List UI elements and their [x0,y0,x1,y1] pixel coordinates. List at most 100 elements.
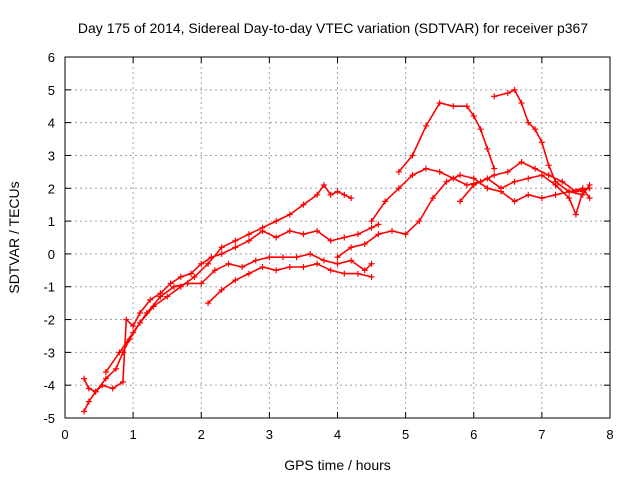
series-arc-7 [395,99,498,175]
data-point-marker [119,378,126,385]
data-point-marker [525,119,532,126]
data-point-marker [579,191,586,198]
series-arc-1 [81,181,355,415]
y-tick-label: 2 [48,181,55,196]
data-point-marker [382,198,389,205]
data-point-marker [423,165,430,172]
y-axis-label: SDTVAR / TECUs [6,181,22,293]
data-point-marker [457,198,464,205]
series-trace [397,102,496,173]
data-point-marker [402,231,409,238]
data-point-marker [484,175,491,182]
data-point-marker [130,323,137,330]
data-point-marker [566,188,573,195]
y-tick-label: 3 [48,148,55,163]
y-tick-label: -2 [43,313,55,328]
data-point-marker [314,260,321,267]
data-point-marker [286,264,293,271]
data-point-marker [457,172,464,179]
data-point-marker [538,195,545,202]
data-point-marker [354,270,361,277]
series-arc-5 [334,172,593,261]
data-point-marker [518,159,525,166]
data-point-marker [147,296,154,303]
data-point-marker [491,172,498,179]
data-point-marker [477,126,484,133]
data-point-marker [463,103,470,110]
y-tick-label: -5 [43,411,55,426]
y-tick-label: 0 [48,247,55,262]
data-point-marker [416,218,423,225]
data-point-marker [171,283,177,290]
data-point-marker [586,195,593,202]
data-point-marker [511,178,518,185]
x-tick-label: 5 [402,427,409,442]
data-series [81,86,593,415]
data-point-marker [191,273,198,280]
data-point-marker [232,277,239,284]
data-point-marker [225,260,232,267]
data-point-marker [280,254,286,261]
data-point-marker [273,234,280,241]
data-point-marker [470,113,477,120]
data-point-marker [484,185,491,192]
data-point-marker [177,273,184,280]
data-point-marker [143,309,150,316]
data-point-marker [205,300,212,307]
series-arc-3 [102,250,375,376]
data-point-marker [436,99,443,106]
x-tick-label: 4 [334,427,341,442]
data-point-marker [232,244,239,251]
data-point-marker [307,250,314,257]
data-point-marker [532,126,539,133]
data-point-marker [286,227,293,234]
data-point-marker [334,254,341,261]
data-point-marker [327,267,334,274]
data-point-marker [423,122,430,129]
x-axis-label: GPS time / hours [284,457,391,473]
data-point-marker [334,260,341,267]
data-point-marker [491,93,498,100]
data-point-marker [188,270,195,277]
data-point-marker [566,195,573,202]
data-point-marker [348,257,355,264]
series-arc-2 [81,221,382,395]
data-point-marker [572,211,579,218]
y-tick-label: -1 [43,280,55,295]
data-point-marker [218,250,225,257]
data-point-marker [300,264,307,271]
x-tick-label: 7 [538,427,545,442]
data-point-marker [504,168,511,175]
x-tick-label: 2 [198,427,205,442]
data-point-marker [252,257,259,264]
data-point-marker [184,280,191,287]
data-point-marker [348,195,355,202]
data-point-marker [361,241,368,248]
series-trace [83,223,380,393]
data-point-marker [109,385,116,392]
data-point-marker [586,181,593,188]
series-arc-8 [457,172,586,218]
data-point-marker [525,191,532,198]
data-point-marker [368,218,375,225]
data-point-marker [354,231,361,238]
y-tick-label: 6 [48,50,55,65]
data-point-marker [273,218,280,225]
data-point-marker [409,172,416,179]
data-point-marker [545,172,552,179]
data-point-marker [463,181,470,188]
data-point-marker [123,316,130,323]
data-point-marker [334,188,341,195]
data-point-marker [389,227,395,234]
data-point-marker [218,244,225,251]
data-point-marker [205,260,212,267]
series-arc-4 [205,260,375,307]
data-point-marker [511,198,518,205]
data-point-marker [136,309,143,316]
data-point-marker [320,181,327,188]
data-point-marker [395,185,402,192]
data-point-marker [130,329,137,336]
data-point-marker [320,257,327,264]
data-point-marker [245,231,252,238]
